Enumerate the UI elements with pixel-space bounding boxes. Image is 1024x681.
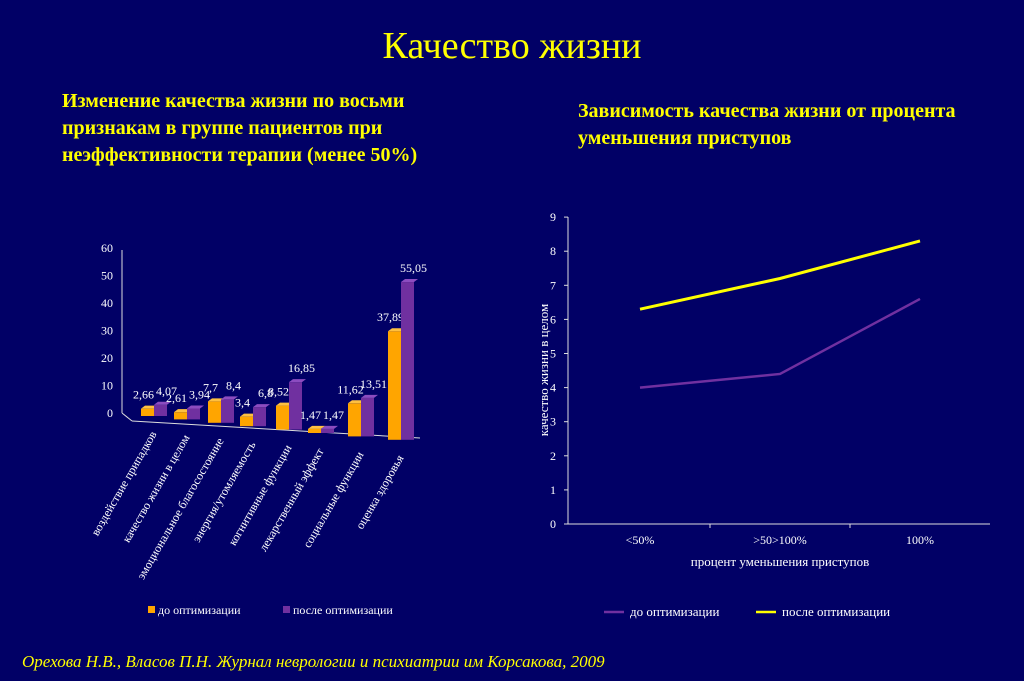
bar-top: [361, 394, 378, 398]
bar-after: [289, 382, 302, 430]
bar-data-label: 2,61: [166, 391, 187, 405]
bar-after: [187, 408, 200, 420]
bar-top: [187, 405, 204, 409]
bar-top: [401, 279, 418, 283]
bar-y-tick: 20: [101, 351, 113, 365]
line-y-axis-title: качество жизни в целом: [536, 304, 551, 437]
bar-y-tick: 0: [107, 406, 113, 420]
bar-top: [289, 379, 306, 383]
bar-data-label: 3,4: [235, 396, 250, 410]
bar-top: [221, 396, 238, 400]
legend-label: до оптимизации: [158, 603, 241, 617]
line-y-tick-label: 2: [550, 449, 556, 463]
bar-data-label: 1,47: [300, 408, 321, 422]
legend-swatch: [148, 606, 155, 613]
bar-top: [154, 401, 171, 405]
line-y-tick-label: 1: [550, 483, 556, 497]
bar-data-label: 3,94: [189, 388, 210, 402]
bar-before: [174, 412, 187, 420]
bar-top: [348, 400, 365, 404]
line-series-after: [639, 239, 921, 311]
bar-before: [308, 428, 321, 433]
bar-y-tick: 60: [101, 241, 113, 255]
bar-y-tick: 30: [101, 324, 113, 338]
bar-after: [361, 397, 374, 437]
line-x-tick-label: >50>100%: [753, 533, 807, 547]
line-x-axis-title: процент уменьшения приступов: [691, 554, 870, 569]
bar-data-label: 37,89: [377, 310, 404, 324]
bar-before: [276, 405, 289, 430]
bar-category-label: воздействие припадков: [88, 428, 160, 538]
bar-top: [141, 405, 158, 409]
line-y-tick-label: 9: [550, 210, 556, 224]
bar-after: [321, 428, 334, 433]
line-x-tick-label: <50%: [626, 533, 655, 547]
line-y-tick-label: 6: [550, 312, 556, 326]
bar-data-label: 55,05: [400, 261, 427, 275]
bar-data-label: 11,62: [337, 382, 364, 396]
bar-top: [208, 398, 225, 402]
bar-floor-edge: [121, 412, 133, 422]
line-x-tick-label: 100%: [906, 533, 934, 547]
bar-top: [253, 404, 270, 408]
legend-swatch: [283, 606, 290, 613]
line-y-tick-label: 5: [550, 347, 556, 361]
bar-data-label: 1,47: [323, 408, 344, 422]
bar-y-tick: 50: [101, 269, 113, 283]
citation: Орехова Н.В., Власов П.Н. Журнал невроло…: [22, 652, 605, 671]
bar-data-label: 16,85: [288, 361, 315, 375]
bar-data-label: 2,66: [133, 388, 154, 402]
line-legend-label: после оптимизации: [782, 604, 890, 619]
bar-top: [321, 425, 338, 429]
bar-top: [174, 409, 191, 413]
bar-before: [208, 401, 221, 423]
bar-data-label: 13,51: [360, 377, 387, 391]
bar-y-tick: 40: [101, 296, 113, 310]
bar-top: [240, 413, 257, 417]
left-chart-subtitle: Изменение качества жизни по восьми призн…: [62, 90, 418, 166]
line-y-tick-label: 0: [550, 517, 556, 531]
bar-after: [154, 404, 167, 416]
bar-after: [253, 407, 266, 427]
bar-before: [348, 403, 361, 437]
line-y-tick-label: 7: [550, 278, 556, 292]
right-chart-subtitle: Зависимость качества жизни от процента у…: [578, 100, 956, 149]
line-legend-label: до оптимизации: [630, 604, 719, 619]
line-y-tick-label: 4: [550, 381, 556, 395]
bar-before: [240, 416, 253, 427]
bar-y-tick: 10: [101, 379, 113, 393]
bar-after: [401, 282, 414, 440]
bar-top: [276, 402, 293, 406]
bar-data-label: 8,4: [226, 378, 241, 392]
line-series-before: [639, 297, 921, 389]
slide-title: Качество жизни: [382, 25, 642, 67]
line-y-tick-label: 3: [550, 415, 556, 429]
bar-data-label: 4,07: [156, 384, 177, 398]
bar-top: [388, 328, 405, 332]
bar-data-label: 8,52: [268, 385, 289, 399]
legend-label: после оптимизации: [293, 603, 393, 617]
bar-top: [308, 425, 325, 429]
bar-data-label: 7,7: [203, 380, 218, 394]
line-y-tick-label: 8: [550, 244, 556, 258]
bar-before: [388, 331, 401, 440]
bar-category-label: качество жизни в целом: [119, 432, 193, 545]
bar-before: [141, 408, 154, 416]
bar-after: [221, 399, 234, 423]
bar-data-label: 6,8: [258, 386, 273, 400]
